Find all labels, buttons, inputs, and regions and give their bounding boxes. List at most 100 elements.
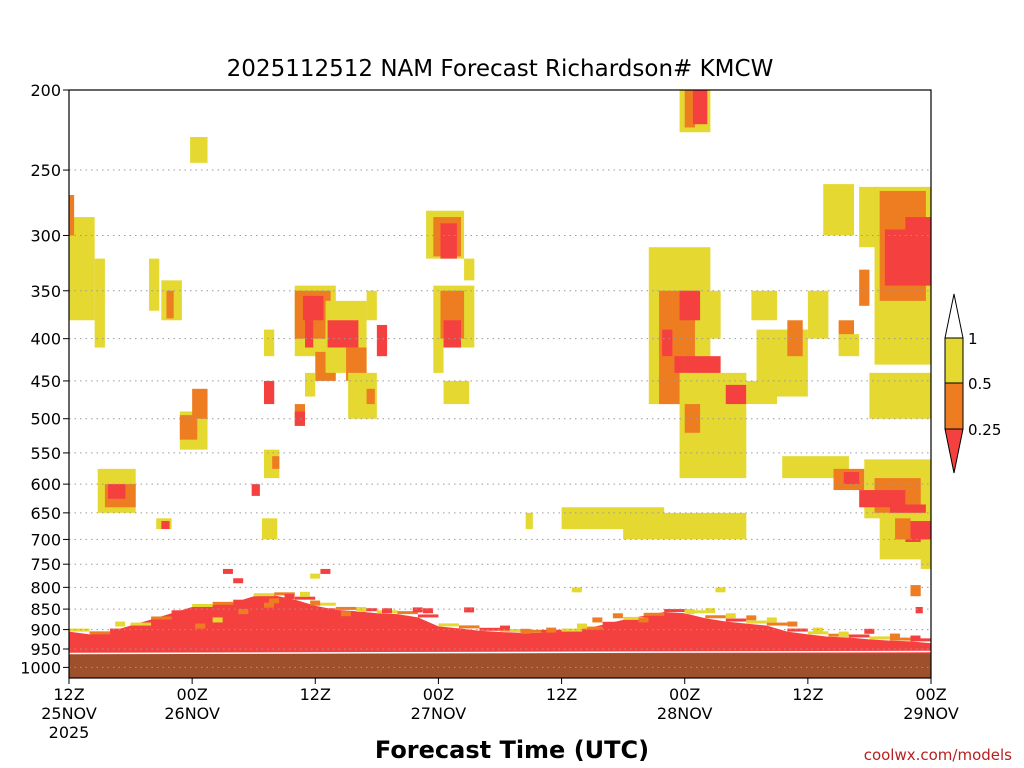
chart-title: 2025112512 NAM Forecast Richardson# KMCW xyxy=(227,56,774,82)
speckle-20 xyxy=(576,623,587,629)
heatmap-cell-1 xyxy=(69,194,75,236)
boundary-edge-29 xyxy=(664,609,685,613)
boundary-edge-6 xyxy=(192,603,213,607)
x-tick-date-7: 29NOV xyxy=(903,704,959,723)
heatmap-cell-20 xyxy=(272,456,280,469)
x-tick-time-0: 12Z xyxy=(53,685,84,704)
boundary-edge-0 xyxy=(69,628,90,632)
y-tick-label-800: 800 xyxy=(30,578,61,597)
boundary-edge-20 xyxy=(479,627,500,631)
speckle-22 xyxy=(612,613,623,619)
legend-label-0.25: 0.25 xyxy=(968,421,1001,439)
heatmap-cell-79 xyxy=(869,372,931,419)
speckle-7 xyxy=(284,594,295,600)
y-tick-label-900: 900 xyxy=(30,621,61,640)
x-tick-time-7: 00Z xyxy=(915,685,946,704)
speckle-13 xyxy=(381,608,392,614)
color-legend: 1 0.5 0.25 xyxy=(944,293,1001,474)
y-tick-label-600: 600 xyxy=(30,475,61,494)
speckle-35 xyxy=(151,631,162,637)
x-tick-date-1: 26NOV xyxy=(164,704,220,723)
heatmap-cell-21 xyxy=(261,518,278,540)
boundary-edge-21 xyxy=(500,628,521,632)
boundary-edge-1 xyxy=(89,631,111,635)
speckle-26 xyxy=(725,613,736,619)
x-tick-time-6: 12Z xyxy=(792,685,823,704)
speckle-32 xyxy=(864,628,875,634)
heatmap-cell-2 xyxy=(94,258,105,348)
x-tick-date-5: 28NOV xyxy=(657,704,713,723)
boundary-edge-19 xyxy=(458,625,480,629)
boundary-edge-41 xyxy=(910,638,931,642)
heatmap-cell-26 xyxy=(305,320,314,348)
ground-fill xyxy=(69,653,931,678)
boundary-edge-4 xyxy=(151,616,172,620)
y-tick-label-250: 250 xyxy=(30,161,61,180)
heatmap-cell-65 xyxy=(782,456,849,479)
heatmap-cell-60 xyxy=(705,290,721,339)
boundary-edge-16 xyxy=(397,611,418,615)
heatmap-cell-5 xyxy=(166,290,174,319)
credit-link[interactable]: coolwx.com/models xyxy=(864,746,1012,764)
heatmap-cell-88 xyxy=(910,585,921,597)
speckle-9 xyxy=(310,600,321,606)
heatmap-cell-47 xyxy=(623,512,747,540)
speckle-44 xyxy=(715,587,726,593)
boundary-edge-13 xyxy=(335,606,357,610)
speckle-0 xyxy=(187,613,198,619)
boundary-edge-18 xyxy=(438,623,459,627)
boundary-edge-26 xyxy=(602,621,624,625)
y-tick-label-450: 450 xyxy=(30,372,61,391)
y-tick-label-400: 400 xyxy=(30,330,61,349)
heatmap-cell-50 xyxy=(692,90,708,125)
x-tick-year-0: 2025 xyxy=(49,723,90,742)
y-tick-label-1000: 1000 xyxy=(20,658,61,677)
boundary-edge-25 xyxy=(582,626,603,630)
speckle-2 xyxy=(212,617,223,623)
boundary-edge-36 xyxy=(807,631,829,635)
speckle-43 xyxy=(571,587,582,593)
heatmap-cell-45 xyxy=(525,512,533,530)
speckle-42 xyxy=(310,573,321,579)
heatmap-cell-8 xyxy=(179,415,198,440)
boundary-edge-8 xyxy=(233,599,254,603)
speckle-17 xyxy=(500,625,510,631)
speckle-3 xyxy=(238,609,249,615)
heatmap-cell-35 xyxy=(305,372,316,397)
heatmap-cell-55 xyxy=(674,356,685,373)
y-tick-label-750: 750 xyxy=(30,555,61,574)
speckle-16 xyxy=(464,607,475,613)
heatmap-cell-16 xyxy=(263,380,275,405)
legend-label-0.5: 0.5 xyxy=(968,375,992,393)
heatmap-cell-89 xyxy=(915,606,923,614)
boundary-edge-22 xyxy=(520,629,542,633)
heatmap-cell-14 xyxy=(161,521,170,530)
x-axis-label: Forecast Time (UTC) xyxy=(375,736,649,764)
heatmap-cell-72 xyxy=(823,184,855,236)
boundary-edge-24 xyxy=(561,628,583,632)
heatmap-cell-78 xyxy=(859,269,870,306)
y-tick-label-550: 550 xyxy=(30,444,61,463)
y-tick-label-650: 650 xyxy=(30,504,61,523)
speckle-27 xyxy=(746,615,757,621)
heatmap-cell-25 xyxy=(302,295,324,321)
speckle-39 xyxy=(233,578,244,584)
speckle-18 xyxy=(520,628,531,634)
legend-label-1: 1 xyxy=(968,330,978,348)
speckle-40 xyxy=(320,568,331,574)
speckle-34 xyxy=(910,635,921,641)
speckle-1 xyxy=(195,623,206,629)
y-tick-label-200: 200 xyxy=(30,81,61,100)
speckle-11 xyxy=(340,611,351,617)
speckle-8 xyxy=(299,591,310,597)
boundary-edge-27 xyxy=(623,616,644,620)
heatmap-cell-86 xyxy=(895,518,911,540)
x-tick-time-4: 12Z xyxy=(546,685,577,704)
heatmap-cell-67 xyxy=(843,471,860,485)
y-axis-ticks: 200 250 300 350 400 450 500 550 600 650 700 750 800 8… xyxy=(20,81,69,677)
heatmap-cell-43 xyxy=(433,347,444,373)
legend-top-arrow xyxy=(944,293,964,339)
boundary-edge-28 xyxy=(643,612,665,616)
heatmap-cell-59 xyxy=(725,384,747,405)
